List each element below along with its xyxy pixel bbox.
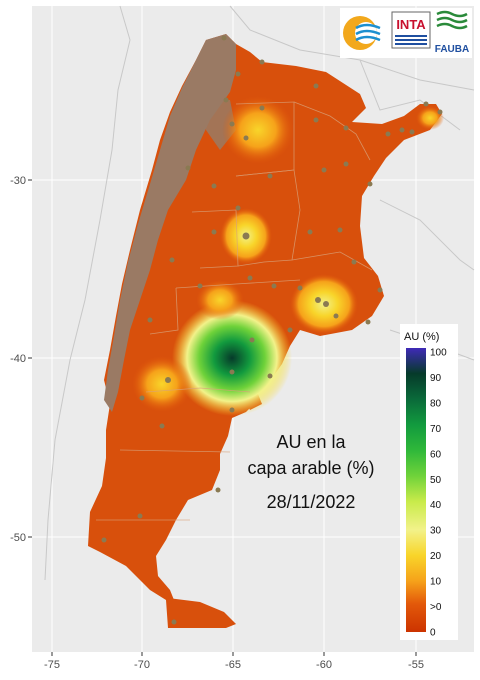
x-tick-label: -75 bbox=[44, 659, 60, 671]
legend-label: 80 bbox=[430, 398, 442, 409]
hotspot-santiago-orange bbox=[222, 96, 294, 164]
legend-label: 90 bbox=[430, 373, 442, 384]
legend-label: 10 bbox=[430, 577, 442, 588]
legend-labels: 100 90 80 70 60 50 40 30 20 10 >0 0 bbox=[426, 348, 447, 639]
y-tick-label: -50 bbox=[10, 532, 26, 544]
annotation-date: 28/11/2022 bbox=[267, 492, 356, 512]
legend-label: 70 bbox=[430, 424, 442, 435]
legend-label: >0 bbox=[430, 602, 442, 613]
y-axis: -30 -40 -50 bbox=[10, 175, 32, 544]
annotation-line-2: capa arable (%) bbox=[247, 458, 374, 478]
svg-text:INTA: INTA bbox=[396, 17, 426, 32]
y-tick-label: -40 bbox=[10, 353, 26, 365]
ore-logo-icon bbox=[343, 16, 381, 50]
legend-label: 0 bbox=[430, 628, 436, 639]
x-tick-label: -70 bbox=[134, 659, 150, 671]
weather-stations bbox=[101, 35, 443, 625]
legend-label: 50 bbox=[430, 475, 442, 486]
legend-colorbar bbox=[406, 348, 426, 632]
x-axis: -75 -70 -65 -60 -55 bbox=[44, 652, 424, 671]
legend-label: 60 bbox=[430, 449, 442, 460]
x-tick-label: -60 bbox=[316, 659, 332, 671]
hotspot-misiones-orange bbox=[416, 106, 444, 130]
hotspot-la-pampa-green bbox=[172, 300, 292, 416]
argentina-map bbox=[88, 34, 444, 628]
province-borders bbox=[96, 101, 373, 521]
tierra-del-fuego bbox=[168, 598, 236, 626]
svg-text:FAUBA: FAUBA bbox=[435, 44, 469, 55]
hotspot-san-luis-orange bbox=[196, 280, 244, 320]
logos-box: INTA FAUBA bbox=[340, 8, 472, 58]
fauba-logo: FAUBA bbox=[435, 10, 469, 55]
x-tick-label: -65 bbox=[225, 659, 241, 671]
legend-label: 40 bbox=[430, 500, 442, 511]
legend-label: 20 bbox=[430, 551, 442, 562]
x-tick-label: -55 bbox=[408, 659, 424, 671]
inta-logo: INTA bbox=[391, 11, 431, 49]
legend: AU (%) 100 90 80 70 60 50 40 30 20 10 >0 0 bbox=[400, 324, 458, 640]
andes-no-data bbox=[104, 34, 236, 412]
legend-label: 100 bbox=[430, 348, 447, 359]
hotspot-neuquen-orange bbox=[132, 356, 192, 412]
map-annotation: AU en la capa arable (%) 28/11/2022 bbox=[247, 432, 374, 512]
legend-label: 30 bbox=[430, 526, 442, 537]
legend-title: AU (%) bbox=[404, 331, 439, 343]
y-tick-label: -30 bbox=[10, 175, 26, 187]
annotation-line-1: AU en la bbox=[276, 432, 346, 452]
